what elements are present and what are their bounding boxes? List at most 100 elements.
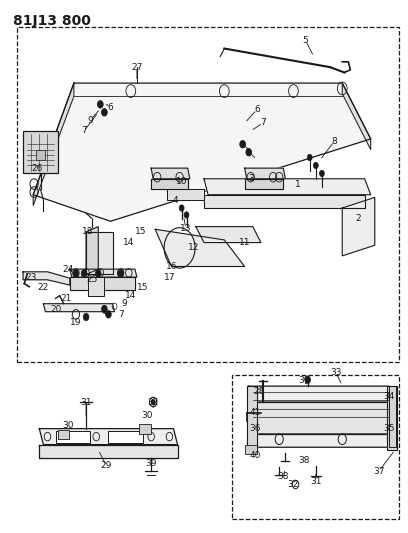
Text: 37: 37 xyxy=(373,467,385,475)
Text: 20: 20 xyxy=(50,304,61,313)
Text: 26: 26 xyxy=(31,164,43,173)
Circle shape xyxy=(106,311,111,318)
Text: 31: 31 xyxy=(310,478,322,486)
Text: 15: 15 xyxy=(137,283,149,292)
Text: 9: 9 xyxy=(122,299,128,308)
Text: 31: 31 xyxy=(80,398,92,407)
Polygon shape xyxy=(249,386,395,402)
Text: 25: 25 xyxy=(86,275,98,284)
Polygon shape xyxy=(249,434,393,447)
Text: 1: 1 xyxy=(295,180,300,189)
Circle shape xyxy=(73,270,79,277)
Circle shape xyxy=(246,149,252,156)
Polygon shape xyxy=(33,83,371,221)
Text: 15: 15 xyxy=(135,228,147,237)
Bar xyxy=(17,27,399,362)
Polygon shape xyxy=(151,179,188,189)
Bar xyxy=(389,386,396,447)
Text: 30: 30 xyxy=(141,411,153,420)
Text: 14: 14 xyxy=(123,238,135,247)
Polygon shape xyxy=(342,83,371,150)
Circle shape xyxy=(81,270,87,277)
Text: 7: 7 xyxy=(118,310,124,319)
Bar xyxy=(55,431,90,443)
Text: 6: 6 xyxy=(102,307,107,316)
Polygon shape xyxy=(86,232,113,274)
Polygon shape xyxy=(23,272,70,285)
Text: 32: 32 xyxy=(147,398,159,407)
Text: 7: 7 xyxy=(260,118,266,127)
Circle shape xyxy=(151,399,155,405)
Circle shape xyxy=(240,141,246,148)
Polygon shape xyxy=(387,386,397,450)
Text: 14: 14 xyxy=(125,291,137,300)
Text: 18: 18 xyxy=(82,228,94,237)
Bar xyxy=(109,431,143,443)
Text: 40: 40 xyxy=(249,451,261,460)
Text: 27: 27 xyxy=(131,63,143,71)
Text: 12: 12 xyxy=(188,244,200,253)
Polygon shape xyxy=(70,277,135,290)
Bar xyxy=(58,430,69,439)
Text: 30: 30 xyxy=(62,422,73,431)
Polygon shape xyxy=(249,402,389,434)
Text: 32: 32 xyxy=(288,480,299,489)
Circle shape xyxy=(179,205,184,211)
Text: 10: 10 xyxy=(176,177,187,186)
Text: 29: 29 xyxy=(101,462,112,470)
Circle shape xyxy=(83,313,89,321)
Polygon shape xyxy=(342,197,375,256)
Polygon shape xyxy=(151,168,190,179)
Text: 9: 9 xyxy=(87,116,93,125)
Text: 3: 3 xyxy=(248,174,254,183)
Circle shape xyxy=(95,270,101,277)
Text: 36: 36 xyxy=(249,424,261,433)
Polygon shape xyxy=(39,445,177,458)
Circle shape xyxy=(102,305,107,313)
Text: 11: 11 xyxy=(239,238,251,247)
Polygon shape xyxy=(247,386,257,450)
Polygon shape xyxy=(204,195,365,208)
Text: 39: 39 xyxy=(298,376,309,385)
Polygon shape xyxy=(196,227,261,243)
Text: 5: 5 xyxy=(303,36,308,45)
Text: 24: 24 xyxy=(62,265,73,273)
Polygon shape xyxy=(155,229,245,266)
Polygon shape xyxy=(39,429,177,445)
Text: 34: 34 xyxy=(384,392,395,401)
Polygon shape xyxy=(245,179,283,189)
Text: 2: 2 xyxy=(356,214,361,223)
Circle shape xyxy=(307,155,312,161)
Text: 41: 41 xyxy=(249,408,261,417)
Bar xyxy=(245,445,257,454)
Text: 8: 8 xyxy=(331,137,337,146)
Text: 19: 19 xyxy=(70,318,82,327)
Text: 16: 16 xyxy=(166,262,177,271)
Circle shape xyxy=(102,109,107,116)
Bar xyxy=(233,375,399,519)
Polygon shape xyxy=(70,269,137,277)
Polygon shape xyxy=(204,179,371,195)
Circle shape xyxy=(184,212,189,218)
Text: 17: 17 xyxy=(164,273,175,281)
Polygon shape xyxy=(43,304,115,312)
Circle shape xyxy=(98,101,103,108)
Text: 81J13 800: 81J13 800 xyxy=(13,14,91,28)
Circle shape xyxy=(313,163,318,168)
Text: 38: 38 xyxy=(298,456,309,465)
Text: 7: 7 xyxy=(81,126,87,135)
Text: 6: 6 xyxy=(254,105,260,114)
Text: 35: 35 xyxy=(383,424,395,433)
Polygon shape xyxy=(167,189,204,200)
Text: 13: 13 xyxy=(180,224,191,233)
Polygon shape xyxy=(86,227,98,274)
Circle shape xyxy=(319,170,324,176)
Text: 33: 33 xyxy=(330,368,342,377)
Text: 39: 39 xyxy=(145,459,157,467)
Text: 6: 6 xyxy=(108,102,113,111)
Circle shape xyxy=(118,270,124,277)
Bar xyxy=(36,150,44,160)
Polygon shape xyxy=(88,277,104,296)
Circle shape xyxy=(305,376,310,383)
Text: 4: 4 xyxy=(173,196,178,205)
